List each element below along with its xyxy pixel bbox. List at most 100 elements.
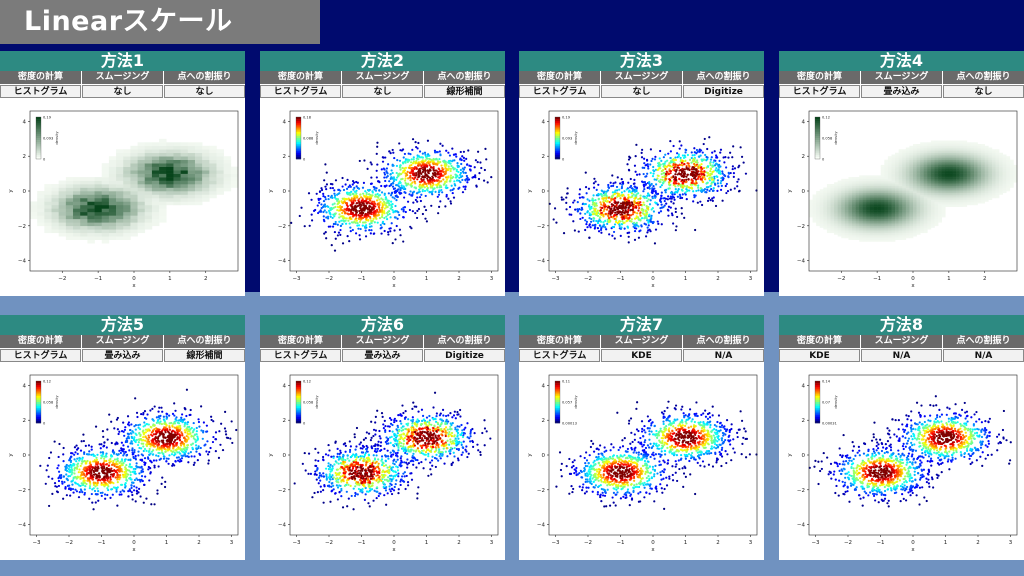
scatter-point xyxy=(394,238,397,241)
density-cell xyxy=(916,191,921,194)
density-cell xyxy=(884,213,889,216)
scatter-point xyxy=(610,195,614,198)
scatter-point xyxy=(710,182,713,185)
density-cell xyxy=(869,185,874,188)
density-cell xyxy=(934,204,939,207)
density-cell xyxy=(920,199,925,202)
scatter-point xyxy=(572,220,575,223)
scatter-point xyxy=(486,181,489,184)
density-cell xyxy=(905,180,910,183)
density-cell xyxy=(137,177,146,181)
scatter-point xyxy=(421,188,424,191)
density-cell xyxy=(101,208,110,213)
scatter-point xyxy=(691,174,694,178)
scatter-point xyxy=(425,220,428,223)
scatter-point xyxy=(439,200,442,203)
density-cell xyxy=(859,189,864,192)
density-cell xyxy=(938,189,942,192)
density-cell xyxy=(905,170,910,173)
scatter-point xyxy=(685,178,688,181)
density-cell xyxy=(841,232,846,235)
density-cell xyxy=(866,227,871,230)
density-cell xyxy=(194,152,203,157)
scatter-point xyxy=(410,166,414,170)
density-cell xyxy=(927,144,932,147)
density-cell xyxy=(101,177,110,181)
scatter-point xyxy=(417,172,421,175)
scatter-point xyxy=(359,227,362,231)
density-cell xyxy=(816,206,821,209)
density-cell xyxy=(101,215,110,220)
density-cell xyxy=(826,224,831,227)
scatter-point xyxy=(599,192,603,196)
density-cell xyxy=(873,236,878,239)
density-cell xyxy=(166,187,174,192)
density-cell xyxy=(934,178,939,181)
scatter-point xyxy=(708,179,711,182)
density-cell xyxy=(209,159,217,164)
density-cell xyxy=(862,224,867,227)
scatter-point xyxy=(678,140,681,143)
scatter-point xyxy=(709,158,713,161)
density-cell xyxy=(895,163,899,166)
column-header: 点への割振り xyxy=(424,71,505,84)
scatter-point xyxy=(658,157,661,160)
scatter-point xyxy=(601,195,604,198)
scatter-point xyxy=(633,182,636,185)
density-cell xyxy=(855,213,860,216)
density-cell xyxy=(816,197,821,200)
density-cell xyxy=(898,208,903,211)
scatter-point xyxy=(600,213,603,216)
density-cell xyxy=(848,197,853,200)
density-plot: −3 −2 −1 0 1 2 3 x 4 2 0 −2 −4 y 0.18 0.088 0 density xyxy=(260,101,505,296)
density-cell xyxy=(80,194,88,199)
scatter-point xyxy=(380,215,384,219)
density-cell xyxy=(852,206,856,209)
scatter-point xyxy=(362,192,365,195)
scatter-point xyxy=(341,211,344,215)
density-cell xyxy=(898,229,903,232)
scatter-point xyxy=(618,224,621,227)
density-cell xyxy=(187,191,196,195)
scatter-point xyxy=(608,233,611,236)
scatter-point xyxy=(333,215,336,218)
scatter-point xyxy=(322,194,325,198)
density-cell xyxy=(852,199,856,202)
density-cell xyxy=(930,164,935,167)
scatter-point xyxy=(647,221,650,224)
density-cell xyxy=(852,180,856,183)
density-cell xyxy=(823,206,828,209)
density-cell xyxy=(194,142,203,147)
scatter-point xyxy=(681,174,684,177)
scatter-point xyxy=(606,199,609,203)
plot-marks xyxy=(809,140,1018,242)
scatter-point xyxy=(625,210,629,214)
density-cell xyxy=(891,175,896,178)
scatter-point xyxy=(378,189,381,192)
density-cell xyxy=(37,211,45,216)
scatter-point xyxy=(640,156,644,159)
density-cell xyxy=(934,144,939,147)
density-cell xyxy=(866,224,871,227)
density-cell xyxy=(862,191,867,194)
density-cell xyxy=(923,168,928,171)
scatter-point xyxy=(336,234,339,237)
density-cell xyxy=(37,197,45,202)
x-axis-label: x xyxy=(651,283,655,289)
density-cell xyxy=(862,184,867,187)
scatter-point xyxy=(385,218,389,221)
density-cell xyxy=(887,218,892,221)
density-cell xyxy=(877,203,882,206)
scatter-point xyxy=(696,170,700,173)
scatter-point xyxy=(643,213,646,217)
density-cell xyxy=(866,175,871,178)
scatter-point xyxy=(696,150,699,154)
density-cell xyxy=(913,211,917,214)
density-cell xyxy=(137,145,146,150)
density-cell xyxy=(898,161,903,164)
scatter-point xyxy=(584,228,587,232)
density-cell xyxy=(873,178,878,181)
density-cell xyxy=(837,225,842,228)
density-cell xyxy=(938,173,942,176)
scatter-point xyxy=(402,216,405,219)
